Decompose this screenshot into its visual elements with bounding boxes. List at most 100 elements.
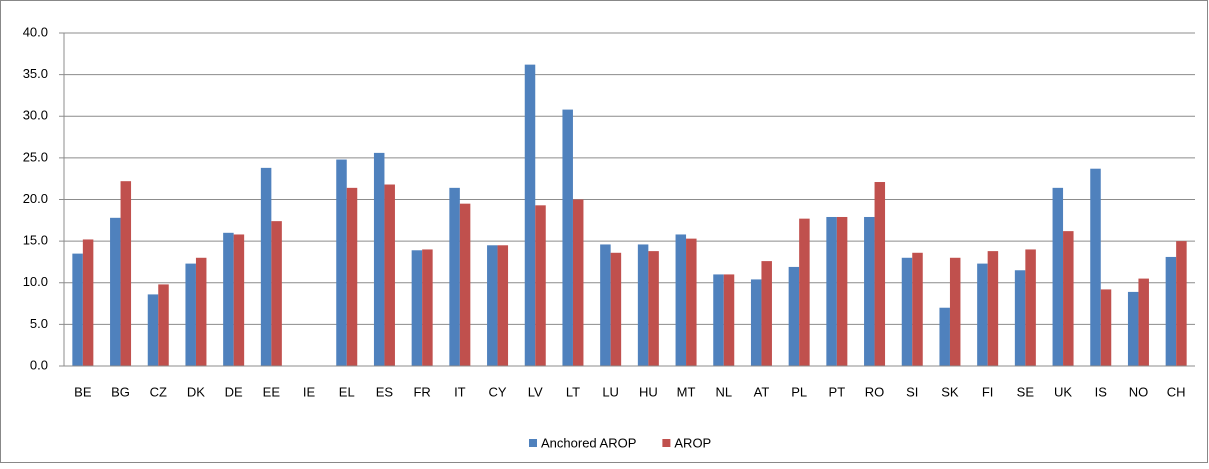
bar: [675, 234, 687, 366]
bar: [939, 307, 950, 366]
bar: [1014, 270, 1026, 366]
x-tick-label: CY: [489, 384, 507, 399]
y-tick-label: 35.0: [23, 66, 48, 81]
bar: [422, 249, 433, 366]
legend-swatch: [529, 439, 537, 447]
legend-swatch: [662, 439, 671, 447]
bar: [713, 274, 724, 366]
y-tick-label: 25.0: [23, 149, 48, 164]
bar: [912, 252, 923, 366]
bar: [1165, 256, 1177, 366]
bar: [120, 181, 132, 366]
x-tick-label: UK: [1054, 384, 1072, 399]
bar: [260, 167, 272, 366]
bar: [1063, 231, 1074, 366]
bar: [346, 187, 358, 366]
x-tick-label: FI: [982, 384, 994, 399]
bar: [1138, 278, 1149, 366]
bar: [723, 274, 735, 366]
bar: [637, 244, 649, 366]
bar: [836, 216, 848, 366]
x-tick-label: HU: [639, 384, 658, 399]
bar: [524, 64, 536, 366]
bar: [147, 294, 159, 366]
x-tick-label: NO: [1129, 384, 1149, 399]
x-tick-label: BE: [74, 384, 92, 399]
bar: [949, 257, 961, 366]
x-tick-label: EL: [339, 384, 355, 399]
bar: [686, 238, 697, 366]
bar: [901, 257, 913, 366]
x-tick-label: SK: [941, 384, 959, 399]
bar: [1127, 291, 1139, 366]
bar: [1025, 249, 1036, 366]
bar: [648, 251, 659, 366]
bar: [1100, 289, 1112, 366]
bar: [761, 261, 772, 366]
bar: [384, 184, 395, 366]
bar: [233, 234, 245, 366]
bar: [1176, 241, 1187, 366]
bar: [826, 216, 837, 366]
x-tick-label: LT: [566, 384, 580, 399]
bar: [373, 152, 385, 366]
x-tick-label: SE: [1017, 384, 1035, 399]
x-tick-label: IE: [303, 384, 316, 399]
x-tick-label: RO: [865, 384, 885, 399]
x-tick-label: PL: [791, 384, 807, 399]
x-tick-label: LV: [528, 384, 543, 399]
bar: [610, 252, 622, 366]
bar: [1052, 187, 1064, 366]
legend-label: Anchored AROP: [541, 435, 636, 450]
bar: [185, 263, 196, 366]
bar: [411, 250, 423, 366]
x-tick-label: MT: [677, 384, 696, 399]
bar: [72, 253, 83, 366]
bar: [874, 182, 886, 366]
x-tick-label: CH: [1167, 384, 1186, 399]
bar: [600, 244, 611, 366]
bar: [864, 216, 875, 366]
y-tick-label: 15.0: [23, 233, 48, 248]
bar: [449, 187, 460, 366]
x-tick-label: DK: [187, 384, 205, 399]
y-tick-label: 0.0: [30, 357, 48, 372]
bar: [562, 109, 573, 366]
x-tick-label: EE: [263, 384, 281, 399]
bar: [223, 232, 234, 366]
bar: [459, 203, 471, 366]
y-tick-label: 10.0: [23, 274, 48, 289]
bar: [110, 217, 121, 366]
bar: [195, 257, 207, 366]
bar: [82, 239, 94, 366]
x-tick-label: AT: [754, 384, 770, 399]
bar: [572, 199, 584, 366]
x-tick-label: FR: [413, 384, 430, 399]
x-tick-label: PT: [829, 384, 846, 399]
bar: [487, 245, 498, 366]
x-tick-label: CZ: [150, 384, 167, 399]
y-tick-label: 20.0: [23, 191, 48, 206]
bar: [750, 279, 762, 366]
legend-label: AROP: [674, 435, 711, 450]
bar: [977, 263, 988, 366]
bar: [788, 266, 800, 366]
bar: [336, 159, 347, 366]
bar: [1090, 168, 1101, 366]
x-tick-label: DE: [225, 384, 243, 399]
bar: [987, 251, 999, 366]
x-tick-label: LU: [602, 384, 619, 399]
x-tick-label: NL: [715, 384, 732, 399]
x-tick-label: IT: [454, 384, 466, 399]
y-tick-label: 30.0: [23, 108, 48, 123]
y-tick-label: 5.0: [30, 316, 48, 331]
bar: [271, 221, 282, 366]
bar: [535, 205, 546, 366]
bar: [799, 218, 810, 366]
x-tick-label: SI: [906, 384, 918, 399]
bar: [497, 245, 509, 366]
x-tick-label: ES: [376, 384, 394, 399]
bar: [158, 284, 169, 366]
